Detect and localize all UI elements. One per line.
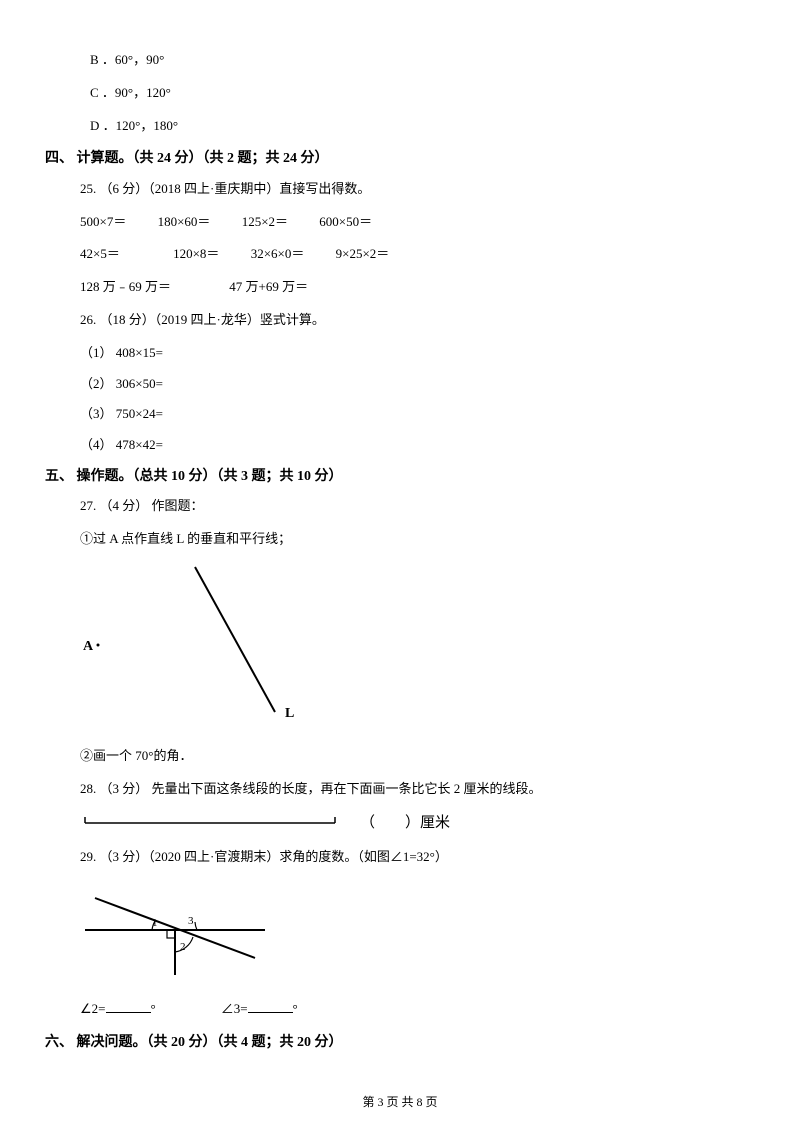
svg-text:2: 2 bbox=[180, 941, 186, 953]
q26-sub3: （3） 750×24= bbox=[80, 404, 755, 425]
q28-segment: （ ）厘米 bbox=[80, 811, 755, 835]
q25-row3: 128 万﹣69 万＝ 47 万+69 万＝ bbox=[80, 277, 755, 298]
calc-item: 128 万﹣69 万＝ bbox=[80, 277, 171, 298]
q26-sub2: （2） 306×50= bbox=[80, 374, 755, 395]
option-b: B ．60°，90° bbox=[90, 50, 755, 71]
option-c: C ．90°，120° bbox=[90, 83, 755, 104]
section6-header: 六、 解决问题。（共 20 分）（共 4 题；共 20 分） bbox=[45, 1032, 755, 1054]
calc-item: 47 万+69 万＝ bbox=[229, 277, 308, 298]
q27-figure: A L bbox=[80, 562, 755, 734]
calc-item: 600×50＝ bbox=[319, 212, 372, 233]
q25-intro: 25. （6 分）（2018 四上·重庆期中）直接写出得数。 bbox=[80, 179, 755, 200]
q29-intro: 29. （3 分）（2020 四上·官渡期末）求角的度数。（如图∠1=32°） bbox=[80, 847, 755, 868]
option-d: D ．120°，180° bbox=[90, 116, 755, 137]
q27-intro: 27. （4 分） 作图题： bbox=[80, 496, 755, 517]
section5-header: 五、 操作题。（总共 10 分）（共 3 题；共 10 分） bbox=[45, 466, 755, 488]
svg-text:3: 3 bbox=[188, 915, 194, 927]
q28-intro: 28. （3 分） 先量出下面这条线段的长度，再在下面画一条比它长 2 厘米的线… bbox=[80, 779, 755, 800]
calc-item: 500×7＝ bbox=[80, 212, 126, 233]
q25-row1: 500×7＝ 180×60＝ 125×2＝ 600×50＝ bbox=[80, 212, 755, 233]
calc-item: 120×8＝ bbox=[173, 244, 219, 265]
calc-item: 9×25×2＝ bbox=[336, 244, 390, 265]
q27-part1: ①过 A 点作直线 L 的垂直和平行线； bbox=[80, 529, 755, 550]
q28-blank: （ ）厘米 bbox=[360, 811, 450, 835]
q25-row2: 42×5＝ 120×8＝ 32×6×0＝ 9×25×2＝ bbox=[80, 244, 755, 265]
q29-figure: 1 2 3 bbox=[80, 880, 755, 987]
q29-answer: ∠2=° ∠3=° bbox=[80, 999, 755, 1020]
label-a: A bbox=[83, 639, 94, 654]
section4-header: 四、 计算题。（共 24 分）（共 2 题；共 24 分） bbox=[45, 148, 755, 170]
calc-item: 42×5＝ bbox=[80, 244, 120, 265]
q27-part2: ②画一个 70°的角． bbox=[80, 746, 755, 767]
svg-text:1: 1 bbox=[152, 917, 158, 929]
q26-intro: 26. （18 分）（2019 四上·龙华）竖式计算。 bbox=[80, 310, 755, 331]
q26-sub1: （1） 408×15= bbox=[80, 343, 755, 364]
calc-item: 32×6×0＝ bbox=[251, 244, 305, 265]
calc-item: 125×2＝ bbox=[242, 212, 288, 233]
page-footer: 第 3 页 共 8 页 bbox=[0, 1093, 800, 1112]
calc-item: 180×60＝ bbox=[158, 212, 211, 233]
label-l: L bbox=[285, 706, 294, 721]
q26-sub4: （4） 478×42= bbox=[80, 435, 755, 456]
